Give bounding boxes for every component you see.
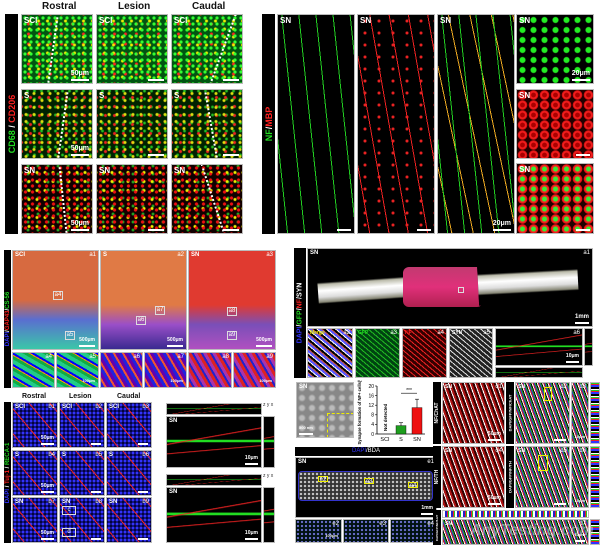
stain-label-nf-th: NF/TH — [433, 446, 441, 508]
image-yz-projection-c — [263, 416, 275, 468]
image-d6: d6 10μm — [571, 446, 589, 508]
bar-s — [395, 425, 407, 435]
image-xz-projection-c — [166, 403, 262, 415]
image-sci-caudal: SCI — [171, 14, 243, 84]
stain-label-merge-chat: DAPI/GFP/NF/ChAT — [506, 382, 514, 444]
image-yz-projection — [584, 328, 593, 366]
image-b2: SCI b2 — [59, 402, 105, 448]
image-e2: e2 100μm — [295, 519, 342, 543]
image-mbp: SN — [357, 14, 435, 234]
image-sn-caudal: SN — [171, 164, 243, 234]
image-3d-d: SN 10μm — [166, 487, 262, 543]
image-a9: a9 100μm — [233, 352, 276, 388]
image-d1: SN d1 50μm — [442, 382, 505, 444]
image-d4: SN d4 50μm — [442, 446, 505, 508]
image-a5: a5 100μm — [56, 352, 99, 388]
image-sn-nerve-overview: SN a1 1mm — [307, 248, 593, 327]
image-gfp: GFP a3 — [355, 328, 400, 378]
image-d3-side — [590, 382, 600, 444]
image-a7: a7 100μm — [144, 352, 187, 388]
stain-label-bar: DAPI/BDA — [295, 447, 437, 456]
image-cross-mbp: SN — [516, 89, 594, 159]
image-bda-overview: SN e1 e2 e3 e4 1mm — [295, 457, 437, 518]
x-tick-label: S — [399, 437, 403, 443]
axis-icon: z y x — [263, 473, 274, 479]
y-tick-label: 20 — [368, 384, 374, 390]
stain-label-bar: DAPI/GAP43/CS-56 — [4, 250, 11, 388]
image-xz-projection-d — [166, 474, 262, 486]
col-header-rostral: Rostral — [42, 1, 77, 12]
image-a4: a4 — [12, 352, 55, 388]
y-axis-label: Synapse formation of NF+ cells(%) — [357, 380, 362, 445]
image-nf: SN — [277, 14, 355, 234]
stain-label-merge-5ht: DAPI/GFP/NF/5-HT — [433, 510, 441, 545]
image-b9: SN b9 — [106, 497, 152, 543]
y-tick-label: 12 — [368, 403, 374, 409]
image-b7: SN b7 50μm — [12, 497, 58, 543]
x-tick-label: SCI — [380, 437, 390, 443]
col-header-rostral: Rostral — [22, 393, 47, 400]
stain-label-bar: DAPI / Tuj-1 / RECA-1 — [4, 402, 11, 543]
image-sci-lesion: SCI — [96, 14, 168, 84]
image-e3: e3 — [343, 519, 389, 543]
y-tick-label: 8 — [371, 413, 374, 419]
image-sn-overview: SN a3 a8 a9 500μm — [188, 250, 276, 350]
image-sn-rostral: SN 50μm — [21, 164, 93, 234]
image-s-rostral: S 50μm — [21, 89, 93, 159]
stain-label-bar: CD68 / CD206 — [5, 14, 18, 234]
significance-label: *** — [406, 388, 412, 394]
col-header-lesion: Lesion — [118, 1, 151, 12]
image-cross-nf: SN 20μm — [516, 14, 594, 84]
image-d2: SN d2 — [515, 382, 570, 444]
image-d7: SN d7 10μm — [442, 519, 589, 545]
image-electron-micrograph: SN 500 nm — [296, 382, 354, 438]
image-s-lesion: S — [96, 89, 168, 159]
image-a8: a8 — [188, 352, 232, 388]
image-sci-rostral: SCI 50μm — [21, 14, 93, 84]
stain-label-bar: NF/MBP — [262, 14, 275, 234]
image-e4: e4 — [390, 519, 437, 543]
image-merge: Merge a2 — [307, 328, 353, 378]
image-cross-merge: SN — [516, 163, 594, 234]
image-nf: NF a4 — [402, 328, 447, 378]
image-d6-side — [590, 446, 600, 508]
image-d3: d3 10μm — [571, 382, 589, 444]
image-a6: a6 — [100, 352, 143, 388]
col-header-lesion: Lesion — [69, 393, 92, 400]
image-yz-projection-d — [263, 487, 275, 543]
image-s-caudal: S — [171, 89, 243, 159]
x-tick-label: SN — [413, 437, 421, 443]
bar-sn — [411, 407, 423, 435]
image-3d-orthogonal: a6 10μm — [495, 328, 583, 366]
image-d7-xz — [442, 510, 589, 518]
image-xz-projection — [495, 367, 583, 378]
stain-label-nf-chat: NF/ChAT — [433, 382, 441, 444]
image-3d-c: SN 10μm — [166, 416, 262, 468]
image-b3: SCI b3 — [106, 402, 152, 448]
stain-label-merge-th: DAPI/GFP/NF/TH — [506, 446, 514, 508]
image-b1: SCI b1 50μm — [12, 402, 58, 448]
y-tick-label: 4 — [371, 422, 374, 428]
not-detected-label: Not detected — [383, 403, 388, 431]
image-syn: SYN a5 — [449, 328, 493, 378]
y-tick-label: 0 — [371, 432, 374, 438]
axis-icon: z y x — [263, 402, 274, 408]
stain-label-bar: DAPI/GFP/NF/SYN — [294, 248, 306, 378]
synapse-bar-chart: 0 4 8 12 16 20 Synapse formation of NF+ cells(… — [357, 380, 425, 445]
watermark: AnyTesting.com — [470, 522, 594, 539]
image-sn-lesion: SN — [96, 164, 168, 234]
col-header-caudal: Caudal — [192, 1, 226, 12]
col-header-caudal: Caudal — [117, 393, 141, 400]
image-sci-overview: SCI a1 a4 a5 500μm — [12, 250, 99, 350]
image-d5: SN d5 — [515, 446, 570, 508]
image-merge: SN 20μm — [437, 14, 515, 234]
y-tick-label: 16 — [368, 393, 374, 399]
